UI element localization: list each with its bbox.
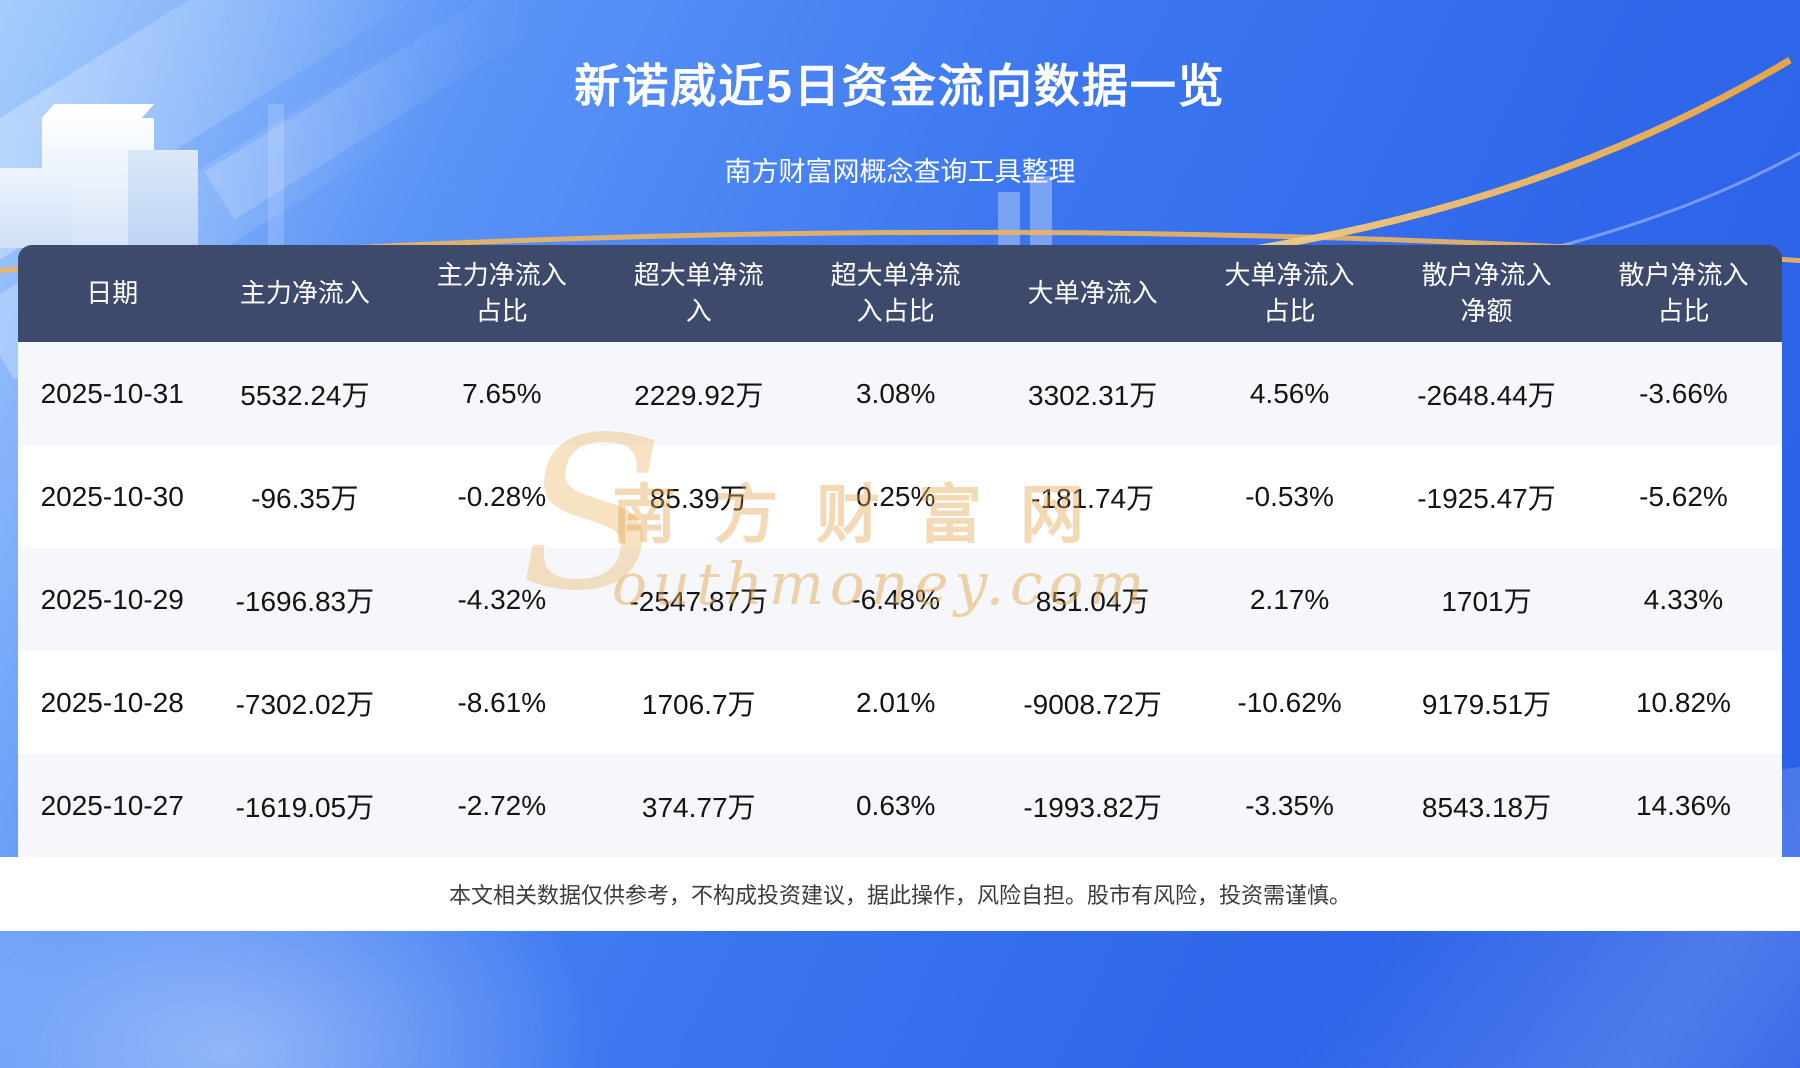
- value-cell: 14.36%: [1635, 789, 1731, 821]
- value-cell: -8.61%: [457, 686, 547, 718]
- value-cell: -4.32%: [457, 583, 547, 615]
- value-cell: 1701万: [1441, 585, 1532, 617]
- value-cell: 2.01%: [855, 686, 936, 718]
- value-cell: 2.17%: [1249, 583, 1330, 615]
- column-header: 散户净流入 净额: [1388, 245, 1585, 342]
- table-row: 2025-10-28 -7302.02万 -8.61% 1706.7万 2.01% -90…: [18, 651, 1782, 754]
- value-cell: -7302.02万: [235, 688, 375, 720]
- building-shape: [128, 150, 198, 248]
- pillar-shape: [1030, 176, 1052, 248]
- value-cell: -10.62%: [1237, 686, 1342, 718]
- value-cell: -1993.82万: [1023, 791, 1162, 823]
- page-subtitle: 南方财富网概念查询工具整理: [724, 157, 1076, 187]
- page-title: 新诺威近5日资金流向数据一览: [574, 60, 1226, 112]
- value-cell: 851.04万: [1035, 585, 1150, 617]
- value-cell: 0.25%: [855, 480, 936, 512]
- value-cell: 9179.51万: [1421, 688, 1552, 720]
- value-cell: -2547.87万: [629, 585, 768, 617]
- column-header: 散户净流入 占比: [1584, 245, 1782, 342]
- date-cell: 2025-10-30: [40, 480, 184, 512]
- value-cell: 7.65%: [462, 377, 542, 409]
- pillar-shape: [268, 104, 284, 248]
- disclaimer-text: 本文相关数据仅供参考，不构成投资建议，据此操作，风险自担。股市有风险，投资需谨慎…: [448, 883, 1351, 908]
- column-header: 超大单净流 入: [600, 245, 798, 342]
- table-row: 2025-10-29 -1696.83万 -4.32% -2547.87万 -6.48%…: [18, 548, 1782, 651]
- value-cell: -3.66%: [1639, 377, 1728, 409]
- table-row: 2025-10-31 5532.24万 7.65% 2229.92万 3.08% 3302…: [18, 342, 1782, 445]
- table-body: 2025-10-31 5532.24万 7.65% 2229.92万 3.08% 3302…: [18, 342, 1782, 857]
- value-cell: -96.35万: [251, 482, 359, 514]
- value-cell: 5532.24万: [240, 379, 370, 411]
- value-cell: -0.28%: [457, 480, 547, 512]
- table-header-row: 日期 主力净流入 主力净流入 占比 超大单净流 入超大单净流 入占比 大单净流入 大单净流…: [18, 245, 1782, 342]
- column-header: 超大单净流 入占比: [797, 245, 995, 342]
- value-cell: 85.39万: [649, 482, 748, 514]
- column-header: 日期: [18, 245, 207, 342]
- value-cell: 3302.31万: [1028, 379, 1158, 411]
- disclaimer-bar: 本文相关数据仅供参考，不构成投资建议，据此操作，风险自担。股市有风险，投资需谨慎…: [0, 857, 1800, 931]
- value-cell: -2.72%: [457, 789, 547, 821]
- table-row: 2025-10-27 -1619.05万 -2.72% 374.77万 0.63% -19…: [18, 754, 1782, 857]
- value-cell: -181.74万: [1031, 482, 1155, 514]
- value-cell: 1706.7万: [641, 688, 756, 720]
- date-cell: 2025-10-31: [40, 377, 184, 409]
- date-cell: 2025-10-28: [40, 686, 184, 718]
- building-shape: [0, 168, 72, 248]
- value-cell: -5.62%: [1639, 480, 1728, 512]
- table-header: 日期 主力净流入 主力净流入 占比 超大单净流 入超大单净流 入占比 大单净流入 大单净流…: [18, 245, 1782, 342]
- value-cell: 374.77万: [641, 791, 756, 823]
- value-cell: 4.56%: [1249, 377, 1330, 409]
- column-header: 大单净流入: [994, 245, 1192, 342]
- date-cell: 2025-10-27: [40, 789, 184, 821]
- column-header: 主力净流入 占比: [403, 245, 601, 342]
- value-cell: -0.53%: [1245, 480, 1334, 512]
- fund-flow-table: 日期 主力净流入 主力净流入 占比 超大单净流 入超大单净流 入占比 大单净流入 大单净流…: [18, 245, 1782, 857]
- value-cell: -1696.83万: [235, 585, 375, 617]
- column-header: 大单净流入 占比: [1191, 245, 1389, 342]
- column-header: 主力净流入: [206, 245, 404, 342]
- table-row: 2025-10-30 -96.35万 -0.28% 85.39万 0.25% -181.7…: [18, 445, 1782, 548]
- value-cell: 3.08%: [855, 377, 936, 409]
- value-cell: 10.82%: [1635, 686, 1731, 718]
- value-cell: -2648.44万: [1417, 379, 1556, 411]
- value-cell: -6.48%: [851, 583, 941, 615]
- value-cell: -9008.72万: [1023, 688, 1162, 720]
- value-cell: 0.63%: [855, 789, 936, 821]
- value-cell: -1925.47万: [1417, 482, 1556, 514]
- value-cell: 2229.92万: [634, 379, 764, 411]
- value-cell: 4.33%: [1643, 583, 1724, 615]
- value-cell: -1619.05万: [235, 791, 375, 823]
- date-cell: 2025-10-29: [40, 583, 184, 615]
- value-cell: -3.35%: [1245, 789, 1334, 821]
- fund-flow-table-card: 日期 主力净流入 主力净流入 占比 超大单净流 入超大单净流 入占比 大单净流入 大单净流…: [18, 245, 1782, 857]
- value-cell: 8543.18万: [1421, 791, 1552, 823]
